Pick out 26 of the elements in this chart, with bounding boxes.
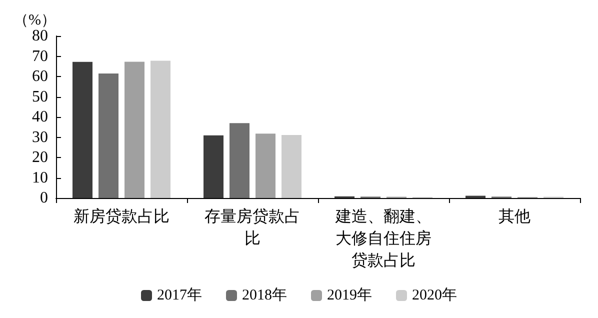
- legend-label: 2020年: [412, 286, 457, 304]
- x-tick-label: 新房贷款占比: [74, 208, 170, 226]
- bar: [204, 135, 224, 198]
- bar: [256, 134, 276, 198]
- bar: [230, 123, 250, 198]
- bar: [72, 62, 92, 198]
- y-tick-label: 40: [32, 108, 48, 126]
- y-tick-label: 60: [32, 68, 48, 85]
- y-tick-label: 80: [32, 28, 48, 44]
- y-tick-label: 0: [40, 190, 48, 206]
- legend-label: 2019年: [327, 286, 372, 304]
- y-tick-label: 30: [32, 128, 48, 146]
- bar: [124, 62, 144, 198]
- y-tick-label: 20: [32, 149, 48, 166]
- y-axis-title: （%）: [14, 12, 56, 29]
- bar: [282, 135, 302, 198]
- y-tick-label: 10: [32, 169, 48, 186]
- legend-label: 2017年: [157, 286, 202, 304]
- y-tick-label: 70: [32, 48, 48, 65]
- x-tick-label: 存量房贷款占比: [204, 208, 300, 248]
- x-tick-label: 建造、翻建、大修自住住房贷款占比: [334, 208, 432, 270]
- y-tick-label: 50: [32, 88, 48, 106]
- bar: [150, 60, 170, 198]
- bar: [98, 73, 118, 198]
- legend-label: 2018年: [242, 286, 287, 304]
- x-tick-label: 其他: [498, 208, 530, 226]
